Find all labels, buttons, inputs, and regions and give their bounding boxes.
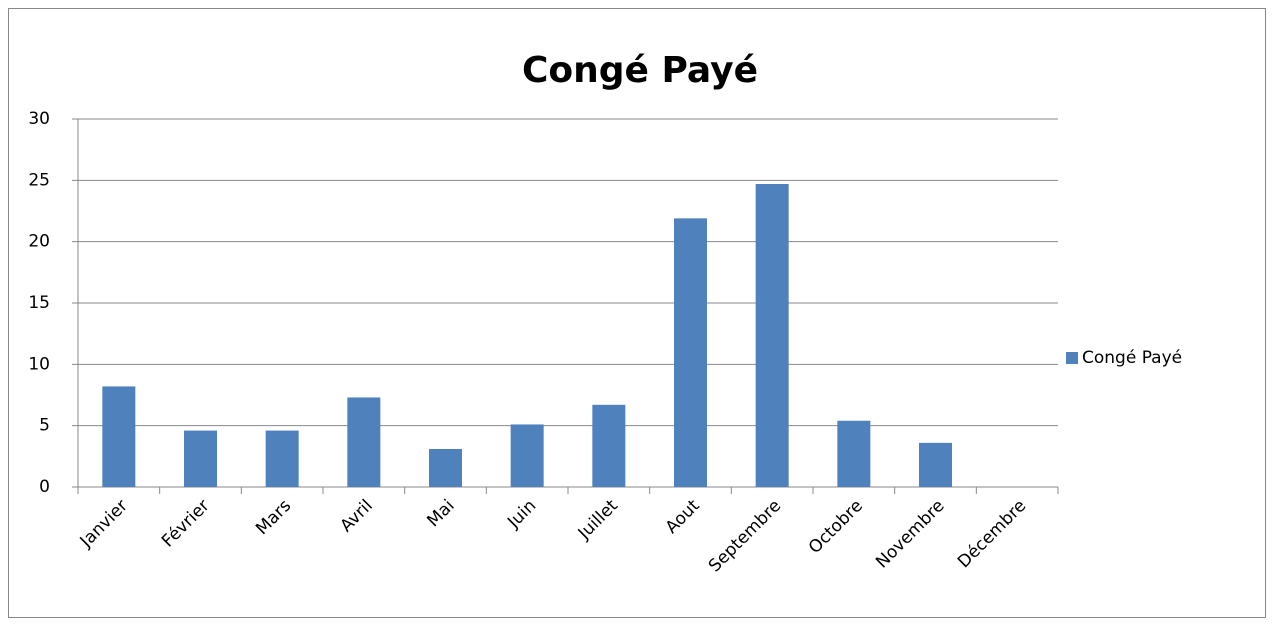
y-tick-label: 0 — [39, 477, 50, 497]
bar — [592, 404, 626, 487]
bar — [184, 430, 217, 487]
y-tick-label: 15 — [28, 293, 50, 313]
bar — [674, 218, 707, 488]
bar — [102, 386, 136, 487]
bar — [347, 397, 381, 487]
y-tick-label: 30 — [28, 109, 50, 129]
chart-title: Congé Payé — [522, 50, 758, 91]
bar — [265, 430, 299, 487]
legend-swatch — [1066, 352, 1078, 364]
y-tick-label: 20 — [28, 232, 50, 252]
y-tick-label: 5 — [39, 416, 50, 436]
bar — [429, 448, 462, 487]
bar — [837, 420, 871, 487]
y-tick-label: 10 — [28, 354, 50, 374]
bar — [755, 184, 789, 487]
chart-frame — [8, 8, 1266, 618]
legend-label: Congé Payé — [1082, 348, 1182, 368]
bar — [919, 442, 952, 487]
y-tick-label: 25 — [28, 170, 50, 190]
bar — [510, 424, 544, 487]
